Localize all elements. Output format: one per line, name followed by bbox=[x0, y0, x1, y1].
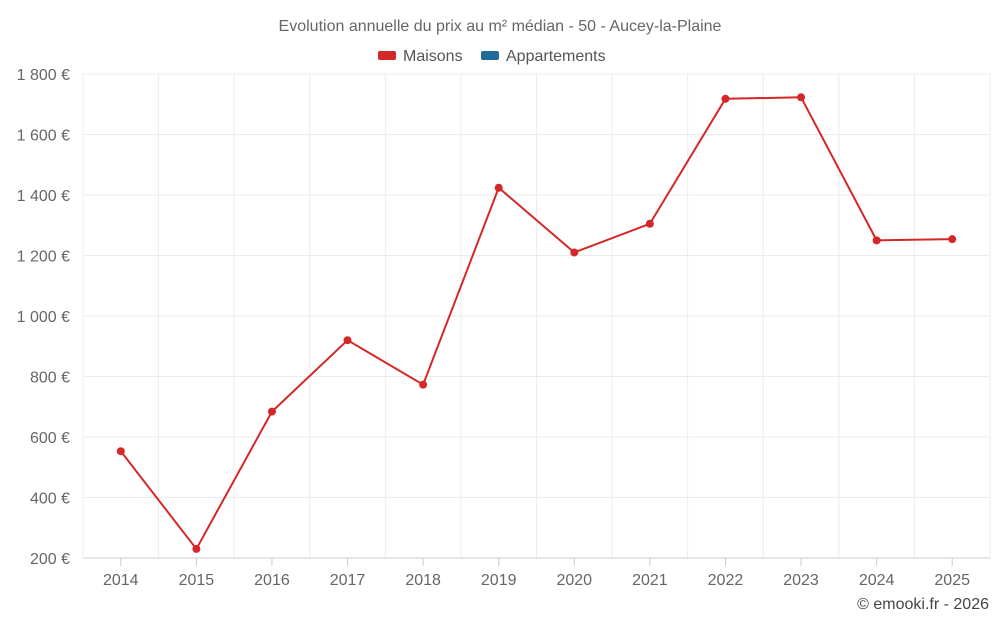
legend-item-maisons[interactable]: Maisons bbox=[378, 48, 463, 65]
data-point-maisons[interactable] bbox=[267, 407, 276, 416]
series-layer bbox=[116, 93, 957, 553]
data-point-maisons[interactable] bbox=[192, 544, 201, 553]
x-tick-label: 2022 bbox=[708, 572, 744, 589]
data-point-maisons[interactable] bbox=[645, 219, 654, 228]
x-axis-ticks: 2014 2015 2016 2017 2018 2019 2020 2021 2022 2023… bbox=[103, 558, 970, 589]
x-tick-label: 2023 bbox=[783, 572, 819, 589]
x-tick-label: 2019 bbox=[481, 572, 517, 589]
credit-text: © emooki.fr - 2026 bbox=[857, 596, 989, 613]
y-tick-label: 400 € bbox=[30, 491, 70, 508]
data-point-maisons[interactable] bbox=[419, 380, 428, 389]
data-point-maisons[interactable] bbox=[570, 248, 579, 257]
data-point-maisons[interactable] bbox=[948, 235, 957, 244]
y-tick-label: 1 400 € bbox=[17, 188, 70, 205]
data-point-maisons[interactable] bbox=[721, 94, 730, 103]
x-tick-label: 2025 bbox=[934, 572, 970, 589]
y-tick-label: 1 200 € bbox=[17, 249, 70, 266]
chart-title: Evolution annuelle du prix au m² médian … bbox=[279, 18, 722, 35]
data-point-maisons[interactable] bbox=[116, 447, 125, 456]
x-tick-label: 2018 bbox=[405, 572, 441, 589]
y-tick-label: 1 600 € bbox=[17, 128, 70, 145]
y-tick-label: 1 000 € bbox=[17, 309, 70, 326]
y-axis-ticks: 200 € 400 € 600 € 800 € 1 000 € 1 200 € 1 400 … bbox=[17, 67, 70, 568]
data-point-maisons[interactable] bbox=[494, 183, 503, 192]
legend-swatch-appartements bbox=[481, 51, 499, 60]
y-tick-label: 1 800 € bbox=[17, 67, 70, 84]
x-tick-label: 2017 bbox=[330, 572, 366, 589]
x-tick-label: 2016 bbox=[254, 572, 290, 589]
legend: Maisons Appartements bbox=[378, 48, 606, 65]
data-point-maisons[interactable] bbox=[343, 336, 352, 345]
legend-item-appartements[interactable]: Appartements bbox=[481, 48, 606, 65]
x-tick-label: 2014 bbox=[103, 572, 139, 589]
y-tick-label: 800 € bbox=[30, 370, 70, 387]
legend-label-maisons: Maisons bbox=[403, 48, 463, 65]
y-tick-label: 200 € bbox=[30, 551, 70, 568]
x-tick-label: 2015 bbox=[179, 572, 215, 589]
legend-label-appartements: Appartements bbox=[506, 48, 606, 65]
y-tick-label: 600 € bbox=[30, 430, 70, 447]
grid bbox=[82, 73, 991, 558]
x-tick-label: 2024 bbox=[859, 572, 895, 589]
x-tick-label: 2020 bbox=[556, 572, 592, 589]
x-tick-label: 2021 bbox=[632, 572, 668, 589]
series-line-maisons bbox=[120, 96, 953, 550]
data-point-maisons[interactable] bbox=[872, 236, 881, 245]
data-point-maisons[interactable] bbox=[797, 93, 806, 102]
legend-swatch-maisons bbox=[378, 51, 396, 60]
